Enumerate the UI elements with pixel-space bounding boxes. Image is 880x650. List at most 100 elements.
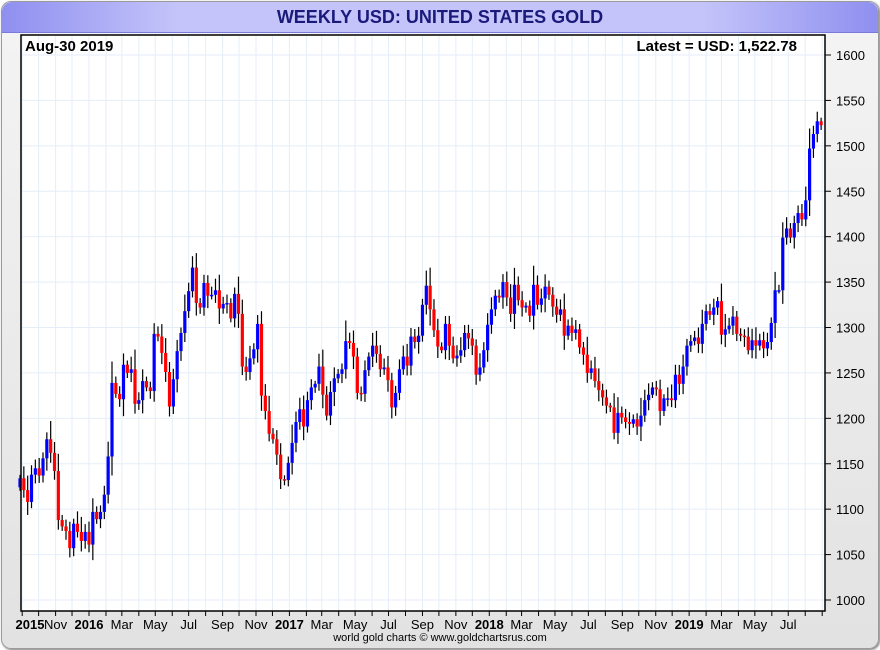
- candle-up: [493, 295, 497, 310]
- candle-up: [294, 421, 298, 443]
- candle-down: [428, 285, 432, 310]
- candle-up: [574, 329, 578, 333]
- candle-up: [252, 349, 256, 359]
- candle-up: [233, 293, 237, 319]
- candle-up: [317, 366, 321, 384]
- candle-up: [631, 419, 635, 424]
- candle-up: [202, 282, 206, 308]
- candle-down: [597, 381, 601, 391]
- candle-up: [190, 267, 195, 292]
- candle-up: [700, 323, 704, 344]
- x-tick-label: May: [743, 617, 768, 632]
- candle-down: [56, 471, 60, 521]
- candle-up: [332, 378, 336, 392]
- chart-title: WEEKLY USD: UNITED STATES GOLD: [276, 7, 604, 27]
- candle-up: [424, 285, 428, 305]
- candle-down: [520, 300, 524, 308]
- candle-up: [727, 325, 731, 330]
- x-tick-label: Nov: [44, 617, 68, 632]
- candle-down: [217, 290, 221, 309]
- candle-down: [194, 267, 198, 303]
- x-tick-label: 2018: [475, 617, 504, 632]
- candle-down: [451, 345, 455, 359]
- candle-down: [236, 293, 241, 314]
- candle-up: [704, 311, 708, 324]
- candle-down: [198, 302, 202, 308]
- candle-up: [248, 358, 252, 373]
- candle-down: [497, 295, 501, 298]
- x-tick-label: Mar: [510, 617, 533, 632]
- candle-up: [313, 383, 317, 388]
- candle-down: [75, 523, 80, 532]
- candle-up: [815, 121, 819, 135]
- candle-up: [589, 368, 593, 373]
- candle-down: [321, 366, 325, 395]
- x-tick-label: Mar: [111, 617, 134, 632]
- candle-down: [788, 228, 793, 238]
- x-tick-label: 2016: [75, 617, 104, 632]
- y-tick-label: 1400: [836, 230, 865, 245]
- candle-up: [344, 341, 348, 370]
- candle-down: [348, 341, 352, 343]
- candle-down: [466, 332, 471, 339]
- y-tick-label: 1250: [836, 366, 865, 381]
- candle-down: [440, 346, 444, 351]
- candle-down: [271, 433, 275, 440]
- candle-down: [355, 356, 359, 393]
- candle-up: [363, 370, 367, 394]
- candle-down: [746, 336, 750, 351]
- y-tick-label: 1550: [836, 93, 865, 108]
- x-tick-label: Sep: [611, 617, 634, 632]
- x-axis: 2015 Nov 2016 Mar May Jul Sep Nov 2017 Mar May Jul S…: [16, 611, 823, 632]
- x-tick-label: Mar: [710, 617, 733, 632]
- candle-down: [60, 520, 64, 527]
- x-tick-label: Nov: [444, 617, 468, 632]
- candle-up: [647, 394, 651, 401]
- candle-up: [804, 200, 808, 220]
- candle-up: [41, 458, 45, 476]
- candle-up: [666, 398, 670, 400]
- x-tick-label: May: [543, 617, 568, 632]
- candle-down: [229, 302, 233, 319]
- candle-up: [210, 294, 214, 297]
- x-tick-label: Sep: [411, 617, 434, 632]
- candle-down: [612, 407, 616, 433]
- candle-down: [413, 336, 417, 343]
- candle-up: [340, 369, 344, 374]
- candle-up: [225, 302, 229, 305]
- candle-up: [662, 398, 666, 412]
- candle-up: [731, 316, 735, 326]
- x-tick-label: 2015: [16, 617, 45, 632]
- candle-down: [37, 468, 41, 476]
- candle-down: [374, 345, 379, 354]
- candle-up: [689, 341, 693, 346]
- candle-up: [459, 350, 463, 356]
- candle-down: [302, 409, 306, 427]
- candle-down: [505, 282, 509, 298]
- candle-down: [87, 531, 91, 545]
- candle-up: [478, 367, 482, 375]
- candle-down: [581, 347, 586, 355]
- candle-up: [83, 531, 87, 541]
- candle-up: [141, 381, 145, 401]
- y-tick-label: 1050: [836, 548, 865, 563]
- candle-down: [405, 356, 409, 366]
- date-label: Aug-30 2019: [25, 38, 113, 55]
- candle-up: [371, 345, 375, 357]
- candle-down: [432, 309, 436, 331]
- candle-down: [390, 380, 394, 408]
- x-tick-label: Jul: [780, 617, 797, 632]
- candle-down: [800, 213, 804, 220]
- candle-up: [309, 387, 313, 401]
- candle-down: [160, 336, 164, 353]
- candle-down: [658, 389, 662, 412]
- x-tick-label: Jul: [580, 617, 597, 632]
- y-axis: 1000 1050 1100 1150 1200 1250 1300 1350 1400 1450…: [825, 48, 865, 608]
- candle-up: [328, 391, 333, 416]
- candle-down: [601, 390, 605, 398]
- candle-up: [693, 337, 697, 342]
- candle-up: [110, 382, 114, 457]
- y-tick-label: 1300: [836, 321, 865, 336]
- candle-up: [712, 307, 716, 315]
